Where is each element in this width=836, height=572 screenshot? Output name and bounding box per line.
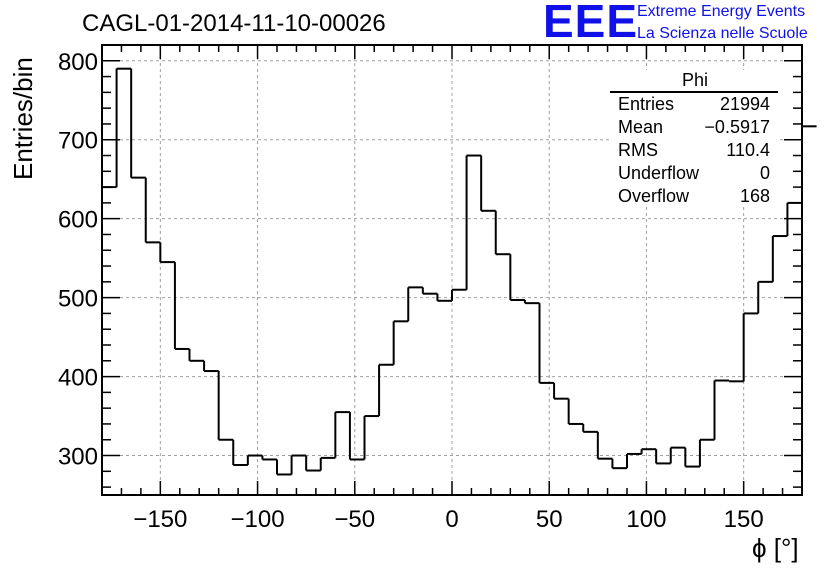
eee-logo: EEE <box>543 0 639 47</box>
y-axis-label: Entries/bin <box>8 57 38 180</box>
x-tick-label: 0 <box>445 506 458 533</box>
y-tick-label: 800 <box>58 49 98 76</box>
x-tick-label: −50 <box>334 506 375 533</box>
stats-key: Overflow <box>618 186 690 206</box>
y-tick-label: 400 <box>58 365 98 392</box>
stats-box: Phi Entries 21994 Mean −0.5917 RMS 110.4… <box>610 70 780 208</box>
x-tick-label: −100 <box>231 506 285 533</box>
y-tick-label: 700 <box>58 128 98 155</box>
y-tick-label: 300 <box>58 444 98 471</box>
stats-key: RMS <box>618 140 658 160</box>
stats-divider <box>610 91 778 93</box>
stats-row-underflow: Underflow 0 <box>618 163 770 185</box>
stats-row-mean: Mean −0.5917 <box>618 117 770 139</box>
x-tick-label: 150 <box>724 506 764 533</box>
x-axis-label: ϕ [°] <box>752 533 799 563</box>
chart-title: CAGL-01-2014-11-10-00026 <box>82 10 386 37</box>
x-tick-label: −150 <box>133 506 187 533</box>
stats-value: 21994 <box>719 94 770 114</box>
stats-title: Phi <box>681 70 708 90</box>
y-tick-label: 500 <box>58 286 98 313</box>
y-axis: 300 400 500 600 700 800 <box>58 44 802 488</box>
stats-row-rms: RMS 110.4 <box>618 140 770 162</box>
y-tick-label: 600 <box>58 207 98 234</box>
stats-key: Mean <box>618 117 664 137</box>
stats-value: −0.5917 <box>704 117 770 137</box>
stats-value: 168 <box>739 186 770 206</box>
x-tick-label: 100 <box>626 506 666 533</box>
stats-key: Entries <box>618 94 675 114</box>
stats-row-entries: Entries 21994 <box>618 94 770 116</box>
x-axis: −150 −100 −50 0 50 100 150 <box>101 45 803 533</box>
stats-value: 0 <box>759 163 770 183</box>
stats-key: Underflow <box>618 163 700 183</box>
stats-value: 110.4 <box>726 140 770 160</box>
logo-caption-line1: Extreme Energy Events <box>637 3 806 20</box>
stats-row-overflow: Overflow 168 <box>618 186 770 208</box>
x-tick-label: 50 <box>536 506 563 533</box>
logo-caption-line2: La Scienza nelle Scuole <box>637 25 808 42</box>
